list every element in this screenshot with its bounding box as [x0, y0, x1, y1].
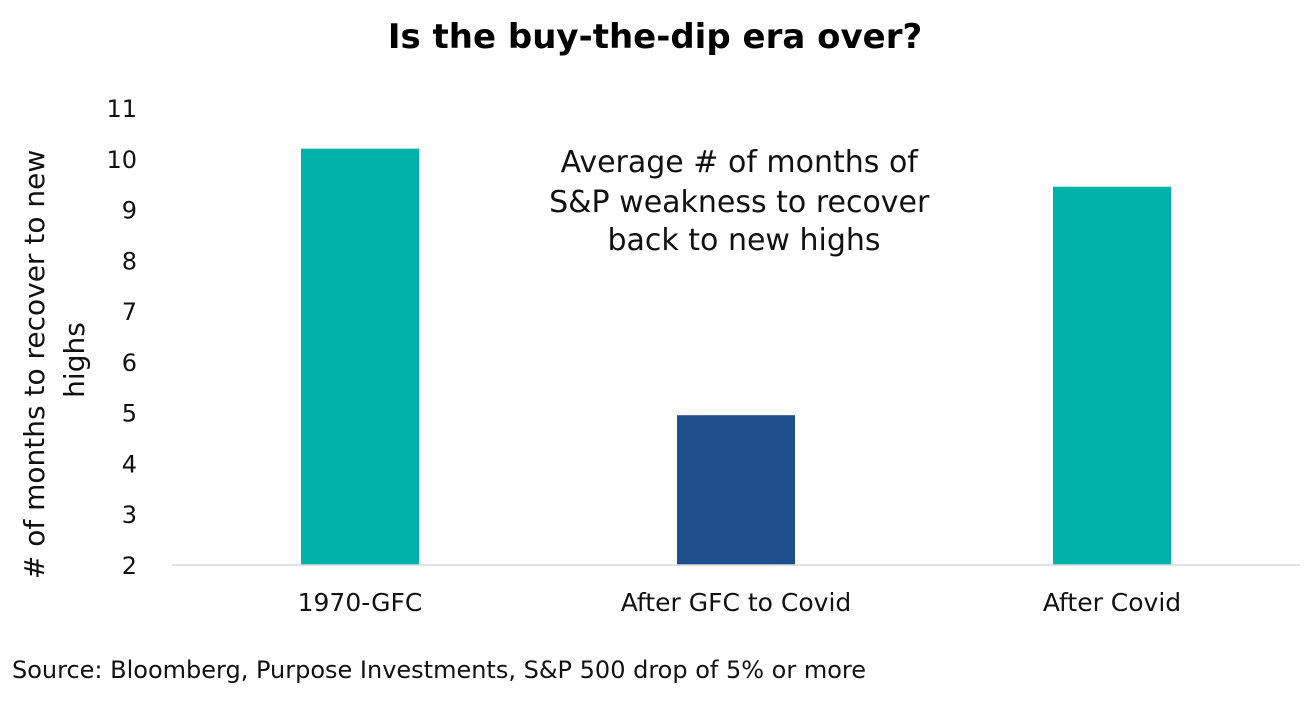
y-tick-label: 7 — [122, 298, 137, 326]
y-tick-label: 8 — [122, 247, 137, 275]
x-tick-label: After Covid — [1043, 588, 1181, 617]
bar-after-covid — [1053, 186, 1171, 565]
y-axis-label-line-1: # of months to recover to new — [18, 150, 51, 579]
y-tick-label: 4 — [122, 450, 137, 478]
y-tick-label: 9 — [122, 197, 137, 225]
source-note: Source: Bloomberg, Purpose Investments, … — [12, 656, 866, 684]
y-tick-label: 2 — [122, 552, 137, 580]
y-axis-ticks: 2 3 4 5 6 7 8 9 10 11 — [106, 95, 137, 580]
chart-annotation: Average # of months of S&P weakness to r… — [549, 145, 939, 258]
bars — [301, 148, 1171, 565]
y-tick-label: 3 — [122, 501, 137, 529]
y-tick-label: 6 — [122, 349, 137, 377]
bar-after-gfc-to-covid — [677, 415, 795, 565]
y-tick-label: 10 — [106, 146, 137, 174]
x-tick-label: 1970-GFC — [298, 588, 423, 617]
x-tick-label: After GFC to Covid — [621, 588, 852, 617]
annotation-line-1: Average # of months of — [561, 145, 920, 180]
y-tick-label: 5 — [122, 400, 137, 428]
y-axis-label: # of months to recover to new highs — [18, 141, 91, 579]
x-axis-labels: 1970-GFC After GFC to Covid After Covid — [298, 588, 1182, 617]
annotation-line-3: back to new highs — [607, 223, 880, 258]
bar-1970-gfc — [301, 148, 419, 565]
annotation-line-2: S&P weakness to recover — [549, 185, 930, 220]
y-tick-label: 11 — [106, 95, 137, 123]
chart-title: Is the buy-the-dip era over? — [388, 17, 922, 57]
y-axis-label-line-2: highs — [58, 322, 91, 398]
